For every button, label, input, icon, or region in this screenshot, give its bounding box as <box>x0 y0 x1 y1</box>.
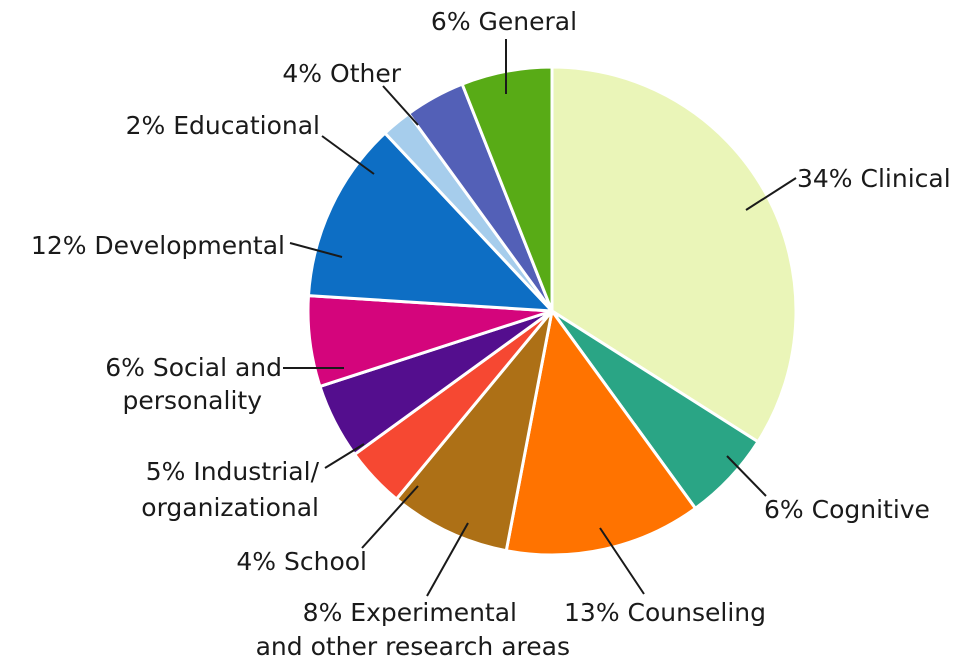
pie-slice-2 <box>504 309 697 557</box>
label-social-line2: personality <box>122 386 262 415</box>
leader-line-experimental <box>426 522 469 597</box>
pie-slice-3 <box>394 309 554 553</box>
label-general: 6% General <box>431 7 577 36</box>
leader-line-educational <box>321 135 375 175</box>
leader-line-school <box>361 485 419 549</box>
pie-slices <box>306 65 798 557</box>
slice-labels: 34% Clinical 6% Cognitive 13% Counseling… <box>31 7 951 660</box>
leader-lines <box>283 39 797 597</box>
leader-line-other <box>382 85 419 126</box>
label-experimental-line2: and other research areas <box>256 632 570 660</box>
label-counseling: 13% Counseling <box>564 598 766 627</box>
label-experimental-line1: 8% Experimental <box>303 598 517 627</box>
label-industrial-line2: organizational <box>141 493 319 522</box>
label-industrial-line1: 5% Industrial/ <box>146 457 320 486</box>
leader-line-cognitive <box>726 455 767 497</box>
leader-line-industrial <box>324 443 365 469</box>
leader-line-clinical <box>745 177 797 211</box>
label-developmental: 12% Developmental <box>31 231 285 260</box>
label-cognitive: 6% Cognitive <box>764 495 930 524</box>
label-social-line1: 6% Social and <box>105 353 282 382</box>
pie-slice-7 <box>306 131 554 313</box>
leader-line-counseling <box>599 527 645 595</box>
leader-line-developmental <box>289 242 343 258</box>
label-clinical: 34% Clinical <box>797 164 951 193</box>
label-educational: 2% Educational <box>126 111 320 140</box>
label-school: 4% School <box>236 547 367 576</box>
label-other: 4% Other <box>282 59 401 88</box>
